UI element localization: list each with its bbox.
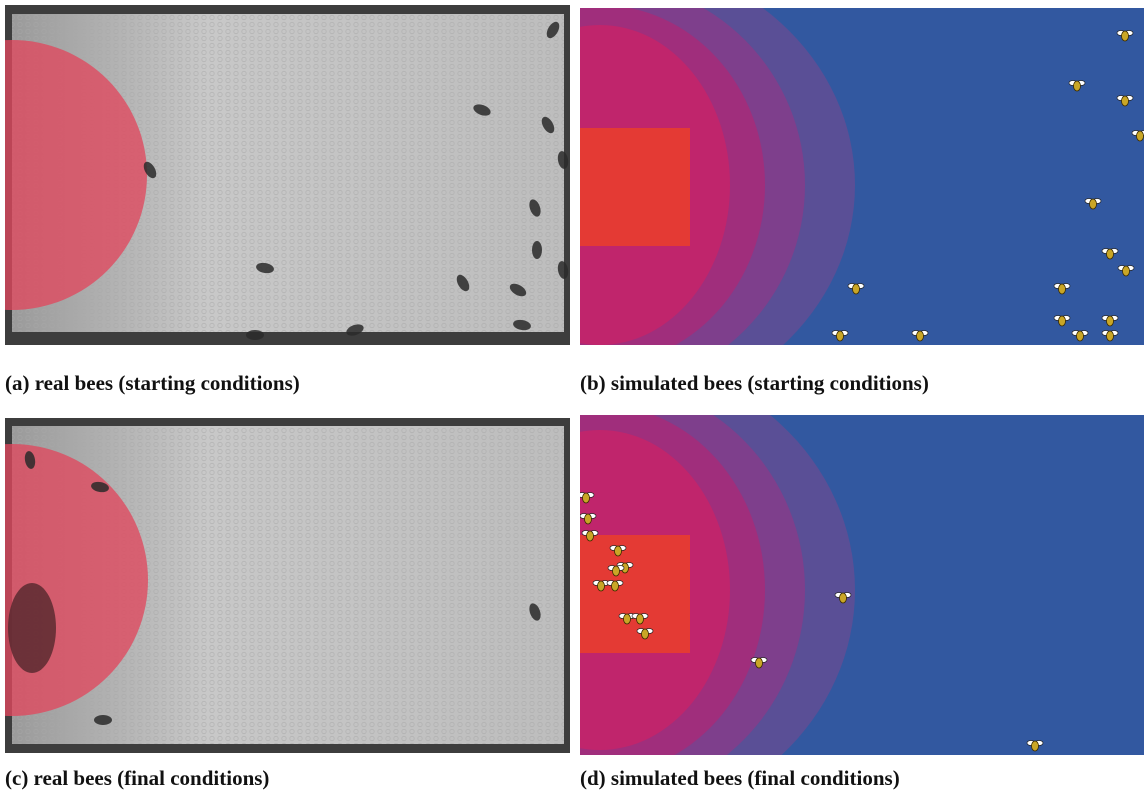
bee [585,514,592,524]
caption: (d) simulated bees (final conditions) [580,766,900,790]
bee [1077,331,1084,341]
bee [1032,741,1039,751]
bee [94,715,112,725]
bee [1123,266,1130,276]
bee [853,284,860,294]
bee [637,614,644,624]
bee [583,493,590,503]
bee [1059,284,1066,294]
bee [1059,316,1066,326]
bee [587,531,594,541]
bee [642,629,649,639]
bee [837,331,844,341]
bee [598,581,605,591]
bee [1074,81,1081,91]
bee [1137,131,1144,141]
bee [756,658,763,668]
page: (a) real bees (starting conditions) (b) … [0,0,1144,798]
real-bees-image [0,5,570,345]
bee [1107,331,1114,341]
bee [840,593,847,603]
bee [615,546,622,556]
bee [1107,316,1114,326]
real-bees-image [0,418,570,753]
figure: (a) real bees (starting conditions) (b) … [0,0,1144,798]
bee [1107,249,1114,259]
bee [917,331,924,341]
bee [1122,96,1129,106]
caption: (c) real bees (final conditions) [5,766,269,790]
bee [612,581,619,591]
bee [613,566,620,576]
caption: (a) real bees (starting conditions) [5,371,300,395]
bee [624,614,631,624]
bee [532,241,542,259]
bee [246,330,264,340]
bee [1090,199,1097,209]
caption: (b) simulated bees (starting conditions) [580,371,929,395]
bee [1122,31,1129,41]
